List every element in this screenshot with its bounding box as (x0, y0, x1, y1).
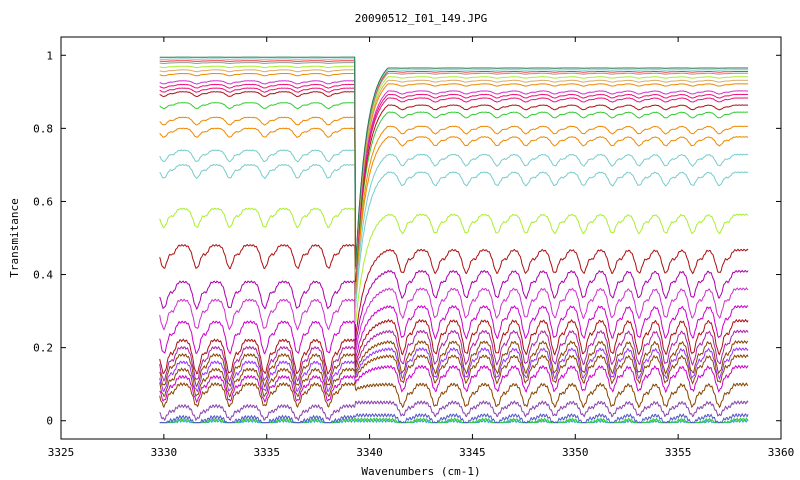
y-tick-label: 0.6 (33, 195, 53, 208)
x-tick-label: 3350 (562, 446, 589, 459)
x-tick-label: 3340 (356, 446, 383, 459)
spectrum-series-line (159, 364, 749, 404)
x-tick-label: 3360 (768, 446, 795, 459)
x-tick-label: 3355 (665, 446, 692, 459)
spectrum-series-line (159, 318, 749, 375)
spectrum-series-line (159, 269, 749, 347)
spectrum-series-line (159, 381, 749, 409)
spectrum-series-line (159, 416, 749, 424)
y-axis-title: Transmitance (8, 198, 21, 277)
spectrum-series-line (159, 72, 749, 274)
spectrum-series-line (159, 346, 749, 393)
spectrum-series-line (159, 339, 749, 388)
spectrum-series-line (159, 207, 749, 325)
y-tick-label: 0.2 (33, 342, 53, 355)
spectrum-series-line (159, 353, 749, 398)
spectrum-series-line (159, 62, 749, 270)
y-tick-label: 0 (46, 415, 53, 428)
y-tick-label: 0.4 (33, 269, 53, 282)
y-tick-label: 1 (46, 49, 53, 62)
spectrum-series-line (159, 287, 749, 353)
chart-title: 20090512_I01_149.JPG (355, 12, 487, 25)
spectrum-series-line (159, 65, 749, 271)
x-tick-label: 3335 (253, 446, 280, 459)
spectrum-series-line (159, 329, 749, 383)
spectrum-series-line (159, 412, 749, 424)
x-tick-label: 3325 (48, 446, 75, 459)
y-tick-label: 0.8 (33, 122, 53, 135)
spectrum-series-line (159, 60, 749, 269)
spectrum-series-line (159, 116, 749, 290)
spectrum-series-line (159, 80, 749, 277)
spectrum-series-line (159, 304, 749, 360)
plot-frame (60, 36, 782, 440)
spectrum-series-line (159, 91, 749, 282)
x-tick-label: 3345 (459, 446, 486, 459)
series-layer (159, 56, 749, 424)
spectrum-series-line (159, 243, 749, 337)
spectrum-series-line (159, 69, 749, 273)
x-axis-title: Wavenumbers (cm-1) (361, 465, 480, 478)
spectrum-series-line (159, 127, 749, 295)
x-tick-label: 3330 (151, 446, 178, 459)
spectrum-series-line (159, 56, 749, 268)
spectrum-series-line (159, 400, 749, 422)
spectrum-series-line (159, 101, 749, 285)
plot-border (60, 36, 782, 440)
spectrum-series-line (159, 83, 749, 278)
y-axis: 0 0.2 0.4 0.6 0.8 1 (33, 49, 781, 428)
spectrum-series-line (159, 163, 749, 308)
spectrum-series-line (159, 58, 749, 269)
spectrum-series-line (159, 149, 749, 301)
spectrum-series-line (159, 87, 749, 279)
x-axis: 3325 3330 3335 3340 3345 3350 3355 3360 (48, 37, 795, 459)
